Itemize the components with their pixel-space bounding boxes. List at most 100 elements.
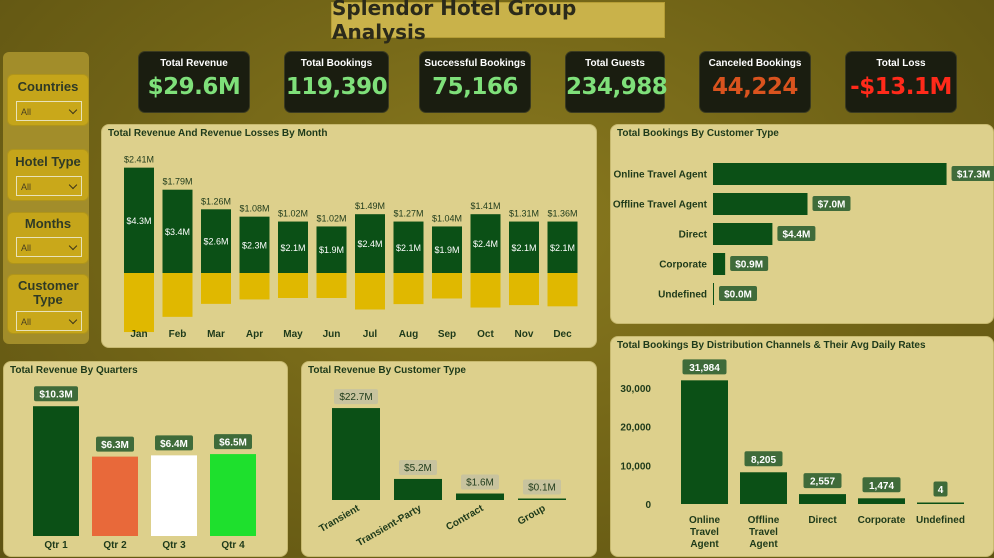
chevron-down-icon [68, 180, 78, 190]
revenue-bar [239, 216, 270, 273]
category-tick-label: Undefined [658, 290, 707, 301]
month-tick-label: Jul [363, 329, 378, 340]
loss-bar [432, 273, 462, 299]
kpi-total-bookings: Total Bookings 119,390 [284, 51, 389, 113]
kpi-label: Total Guests [585, 58, 645, 69]
bookings-bar [713, 163, 947, 185]
revenue-bar [470, 214, 501, 273]
month-tick-label: Apr [246, 329, 263, 340]
quarter-data-label: $6.5M [219, 438, 247, 449]
month-tick-label: Oct [477, 329, 494, 340]
channel-bar [740, 472, 787, 504]
channel-tick-label: Direct [808, 515, 837, 526]
loss-data-label: $1.26M [201, 196, 231, 206]
revenue-data-label: $1.9M [319, 245, 344, 255]
loss-bar [509, 273, 539, 306]
quarter-bar [33, 406, 79, 536]
revenue-data-label: $2.3M [242, 240, 267, 250]
customer-type-dropdown[interactable]: All [16, 311, 82, 331]
revenue-data-label: $1.9M [434, 245, 459, 255]
channel-data-label-bg [803, 473, 842, 489]
revenue-data-label-bg [399, 459, 437, 475]
revenue-data-label-bg [461, 474, 499, 490]
bookings-data-label-bg [812, 196, 851, 211]
channel-data-label: 2,557 [810, 477, 835, 488]
bookings-bar [713, 253, 726, 275]
kpi-value: $29.6M [147, 74, 241, 100]
customer-type-slicer-label: Customer Type [18, 278, 79, 307]
loss-data-label: $1.79M [162, 177, 192, 187]
kpi-total-guests: Total Guests 234,988 [565, 51, 668, 113]
panel-title: Total Bookings By Distribution Channels … [617, 340, 926, 351]
revenue-data-label-bg [334, 389, 378, 405]
quarter-data-label: $10.3M [39, 390, 72, 401]
revenue-data-label: $5.2M [404, 463, 432, 474]
revenue-by-customer-type-panel: Total Revenue By Customer Type $22.7M Tra… [301, 361, 597, 557]
quarter-data-label-bg [155, 435, 193, 451]
loss-data-label: $1.31M [509, 209, 539, 219]
bookings-data-label: $0.0M [724, 290, 752, 301]
revenue-data-label: $2.1M [280, 243, 305, 253]
bookings-data-label-bg [777, 226, 816, 241]
bookings-data-label: $4.4M [783, 230, 811, 241]
loss-data-label: $2.41M [124, 155, 154, 165]
loss-data-label: $1.08M [239, 204, 269, 214]
y-axis-tick-label: 30,000 [620, 384, 651, 395]
countries-dropdown[interactable]: All [16, 101, 82, 121]
channel-data-label-bg [744, 451, 783, 467]
kpi-label: Successful Bookings [424, 58, 526, 69]
months-dropdown[interactable]: All [16, 237, 82, 257]
countries-slicer-label: Countries [17, 79, 79, 94]
month-tick-label: Mar [207, 329, 225, 340]
panel-title: Total Revenue And Revenue Losses By Mont… [108, 128, 328, 139]
channel-tick-label: Corporate [858, 515, 906, 526]
revenue-by-customer-type-chart: $22.7M Transient $5.2M Transient-Party $1.6M… [317, 389, 566, 549]
channel-data-label: 4 [938, 485, 944, 496]
channel-tick-label: Agent [690, 539, 719, 550]
quarter-tick-label: Qtr 2 [103, 540, 127, 551]
revenue-data-label: $2.4M [473, 239, 498, 249]
channel-tick-label: Undefined [916, 515, 965, 526]
month-tick-label: May [283, 329, 303, 340]
panel-title: Total Revenue By Customer Type [308, 365, 466, 376]
channel-tick-label: Offline [748, 515, 780, 526]
channel-tick-label: Agent [749, 539, 778, 550]
revenue-bar [332, 408, 380, 500]
kpi-value: 75,166 [432, 74, 518, 100]
channel-bar [917, 502, 964, 504]
revenue-by-month-chart: $4.3M $2.41M Jan $3.4M $1.79M Feb $2.6M $1.26M M… [124, 155, 578, 340]
bookings-by-channel-panel: Total Bookings By Distribution Channels … [610, 336, 994, 557]
months-slicer: Months All [7, 212, 89, 264]
month-tick-label: Feb [169, 329, 187, 340]
quarter-tick-label: Qtr 1 [44, 540, 68, 551]
y-axis-tick-label: 10,000 [620, 461, 651, 472]
revenue-bar [316, 226, 347, 273]
hotel-type-slicer-label: Hotel Type [15, 154, 81, 169]
revenue-data-label: $1.6M [466, 478, 494, 489]
quarter-bar [151, 455, 197, 536]
hotel-type-dropdown[interactable]: All [16, 176, 82, 196]
panel-title: Total Revenue By Quarters [10, 365, 138, 376]
quarter-data-label-bg [34, 386, 78, 402]
y-axis-tick-label: 20,000 [620, 423, 651, 434]
loss-data-label: $1.04M [432, 213, 462, 223]
loss-bar [470, 273, 501, 308]
hotel-type-dropdown-value: All [21, 182, 32, 192]
chevron-down-icon [68, 241, 78, 251]
chevron-down-icon [68, 105, 78, 115]
countries-slicer: Countries All [7, 74, 89, 126]
kpi-label: Canceled Bookings [708, 58, 802, 69]
slicer-panel: Countries All Hotel Type All Months All … [3, 52, 89, 344]
bookings-data-label: $0.9M [735, 260, 763, 271]
loss-bar [162, 273, 193, 317]
bookings-data-label-bg [951, 166, 994, 181]
channel-data-label-bg [682, 359, 727, 375]
loss-bar [124, 273, 154, 333]
revenue-by-month-panel: Total Revenue And Revenue Losses By Mont… [101, 124, 597, 348]
channel-bar [681, 380, 728, 504]
bookings-by-customer-type-chart: Online Travel Agent $17.3M Offline Travel … [613, 163, 994, 305]
y-axis-tick-label: 0 [645, 500, 651, 511]
customer-type-tick-label: Transient-Party [355, 503, 424, 549]
channel-bar [858, 498, 905, 504]
revenue-data-label-bg [523, 479, 561, 495]
